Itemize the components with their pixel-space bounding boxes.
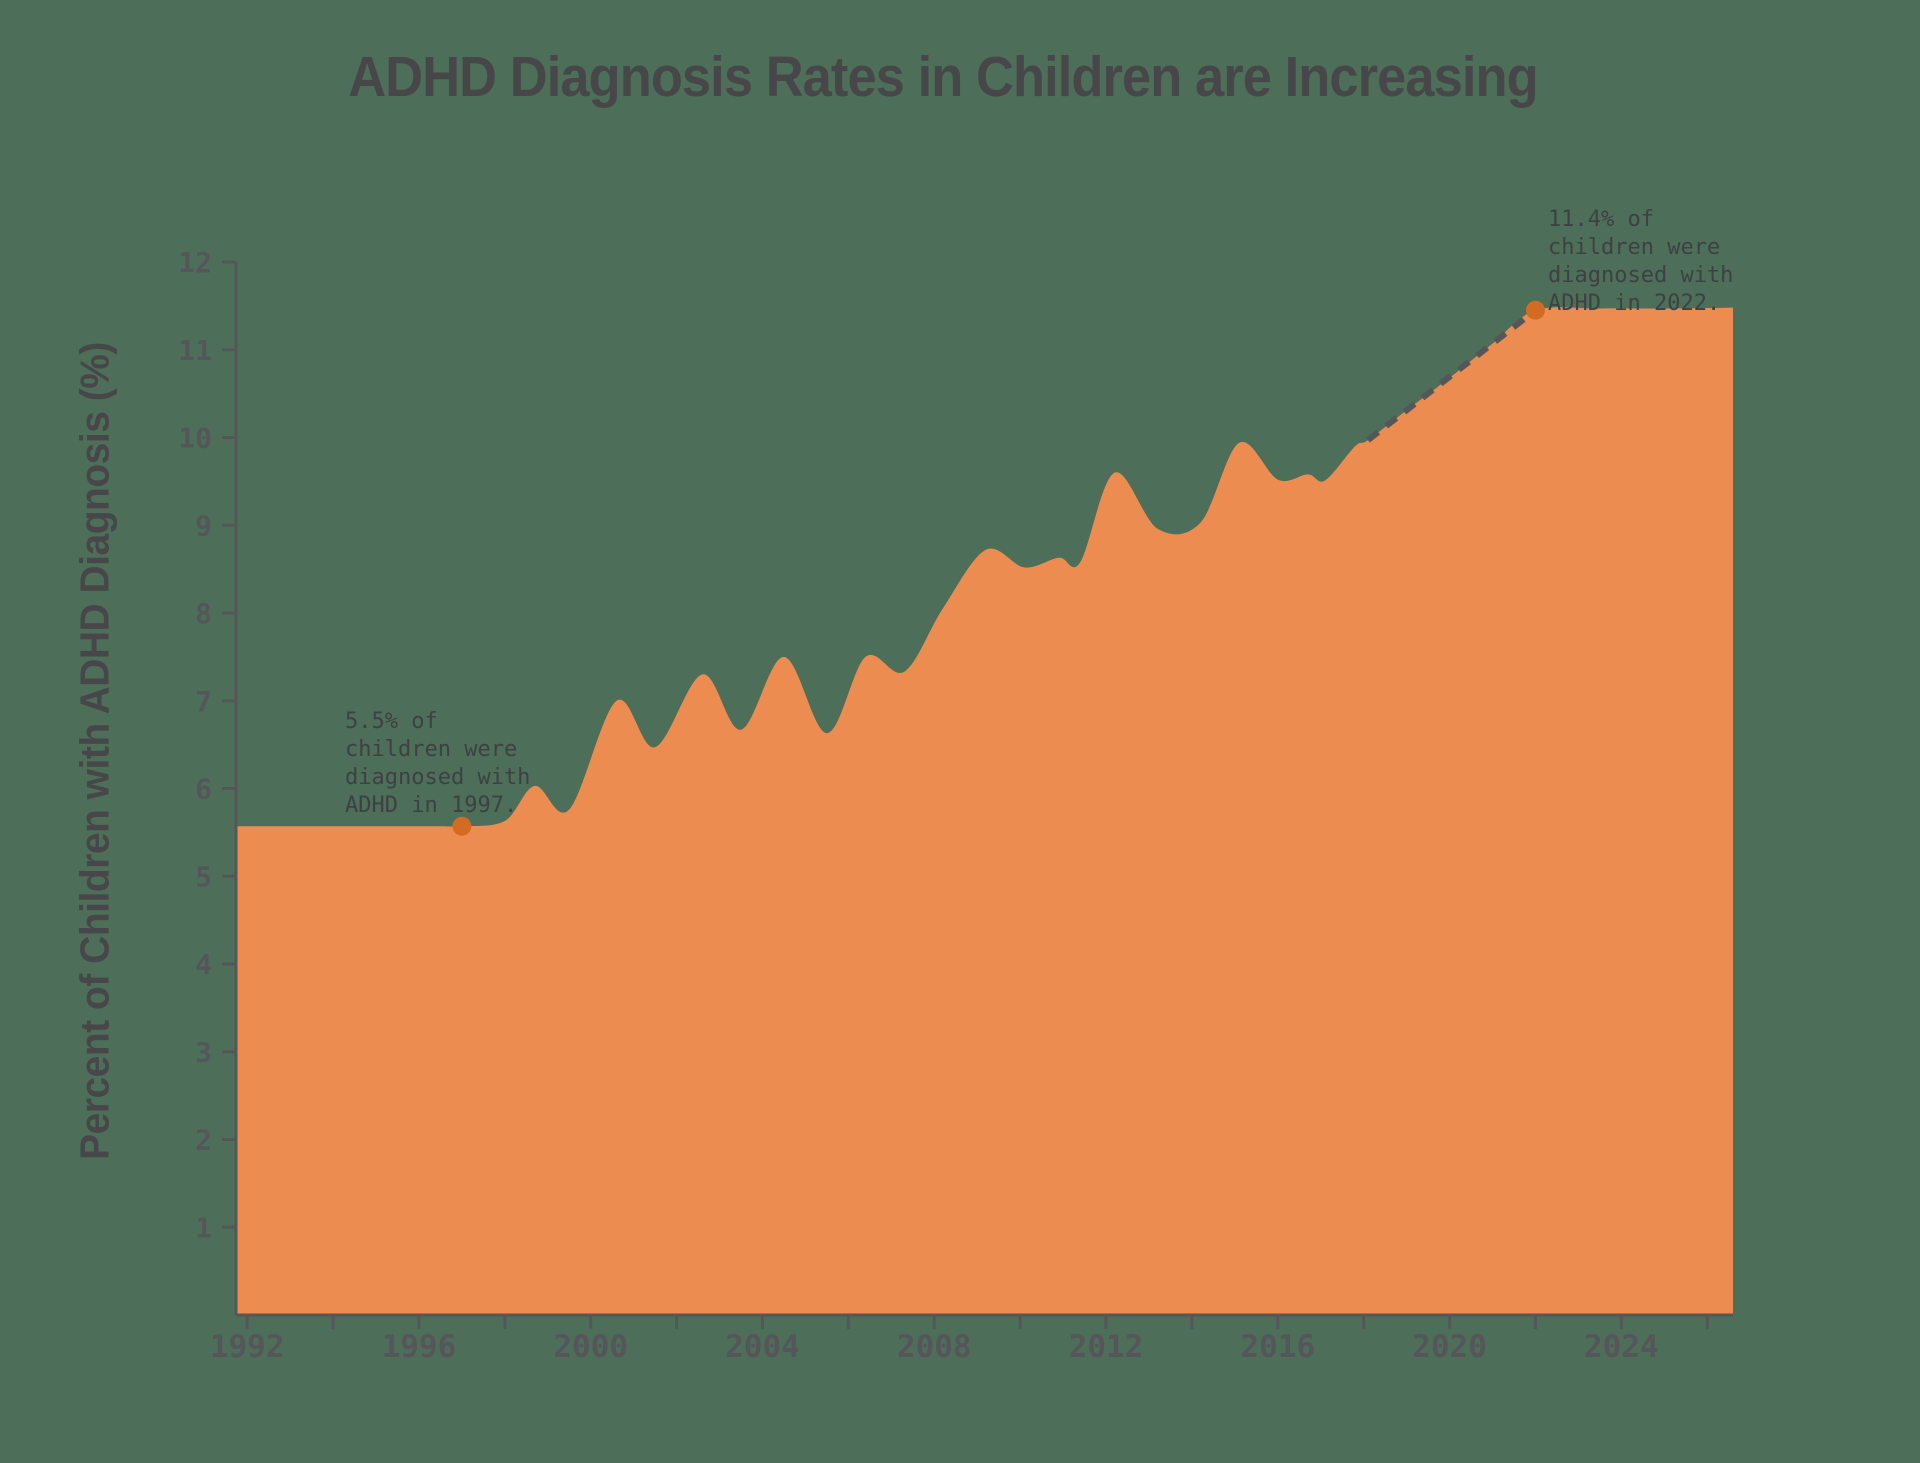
y-tick-label: 12 (178, 246, 212, 279)
annotation-2022: 11.4% of children were diagnosed with AD… (1548, 207, 1734, 316)
x-tick-label: 1992 (210, 1329, 285, 1365)
y-tick-label: 5 (195, 860, 212, 893)
y-tick-label: 1 (195, 1211, 212, 1244)
x-tick-label: 2008 (897, 1329, 972, 1365)
x-tick-label: 2016 (1240, 1329, 1315, 1365)
data-point-2022 (1525, 300, 1545, 320)
y-tick-label: 3 (195, 1036, 212, 1069)
data-point-1997 (452, 816, 472, 836)
x-tick-label: 2020 (1412, 1329, 1487, 1365)
y-tick-label: 7 (195, 685, 212, 718)
y-tick-label: 9 (195, 509, 212, 542)
y-tick-label: 10 (178, 422, 212, 455)
x-tick-label: 2024 (1584, 1329, 1659, 1365)
area-series (236, 307, 1733, 1315)
y-tick-label: 8 (195, 597, 212, 630)
annotation-1997: 5.5% of children were diagnosed with ADH… (345, 709, 531, 818)
x-tick-label: 2004 (725, 1329, 800, 1365)
x-tick-label: 1996 (382, 1329, 457, 1365)
y-tick-label: 6 (195, 773, 212, 806)
projection-dashed-line (1366, 307, 1538, 443)
x-tick-label: 2000 (553, 1329, 628, 1365)
y-tick-label: 4 (195, 948, 212, 981)
y-tick-label: 2 (195, 1124, 212, 1157)
x-tick-label: 2012 (1069, 1329, 1144, 1365)
y-tick-label: 11 (178, 334, 212, 367)
chart-title: ADHD Diagnosis Rates in Children are Inc… (348, 45, 1538, 109)
